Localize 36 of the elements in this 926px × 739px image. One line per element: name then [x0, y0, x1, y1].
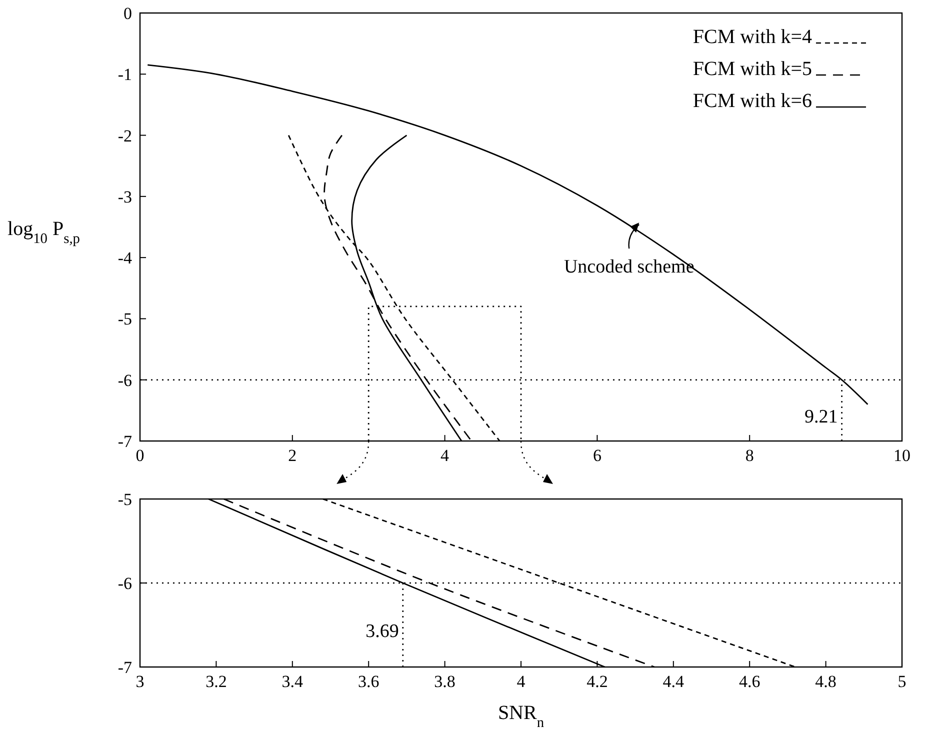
x-tick-label: 6 [592, 446, 602, 465]
ref-line-label: 3.69 [366, 621, 399, 642]
y-tick-label: -7 [118, 432, 132, 451]
x-tick-label: 3.6 [358, 672, 380, 691]
x-tick-label: 8 [745, 446, 754, 465]
x-tick-label: 3 [136, 672, 144, 691]
x-tick-label: 3.4 [282, 672, 304, 691]
x-tick-label: 0 [136, 446, 144, 465]
x-tick-label: 4.8 [815, 672, 836, 691]
ref-line-label: 9.21 [804, 406, 838, 428]
legend-label: FCM with k=5 [692, 58, 812, 80]
y-tick-label: -6 [118, 574, 132, 593]
x-tick-label: 3.8 [434, 672, 456, 691]
x-tick-label: 4.2 [586, 672, 608, 691]
x-axis-title: SNR$_{n}$ [498, 702, 544, 731]
y-tick-label: -4 [118, 248, 132, 268]
y-tick-label: -1 [118, 65, 132, 84]
x-tick-label: 5 [898, 672, 906, 691]
y-tick-label: -5 [118, 490, 132, 509]
x-tick-label: 4.6 [738, 672, 760, 691]
x-tick-label: 4.4 [662, 672, 685, 691]
annotation: Uncoded scheme [564, 256, 694, 278]
y-tick-label: -5 [118, 310, 132, 329]
y-axis-title: log$_{10}$ P$_{s,p}$ [8, 218, 80, 247]
legend-label: FCM with k=6 [692, 90, 812, 112]
x-tick-label: 4 [516, 672, 526, 691]
x-tick-label: 3.2 [206, 672, 227, 691]
x-tick-label: 2 [288, 446, 297, 465]
y-tick-label: -6 [118, 370, 132, 390]
y-tick-label: -7 [118, 658, 132, 677]
y-tick-label: 0 [124, 4, 132, 23]
y-tick-label: -3 [118, 187, 132, 206]
y-tick-label: -2 [118, 126, 132, 146]
x-tick-label: 10 [894, 446, 910, 465]
x-tick-label: 4 [440, 446, 450, 465]
legend-label: FCM with k=4 [692, 26, 812, 48]
